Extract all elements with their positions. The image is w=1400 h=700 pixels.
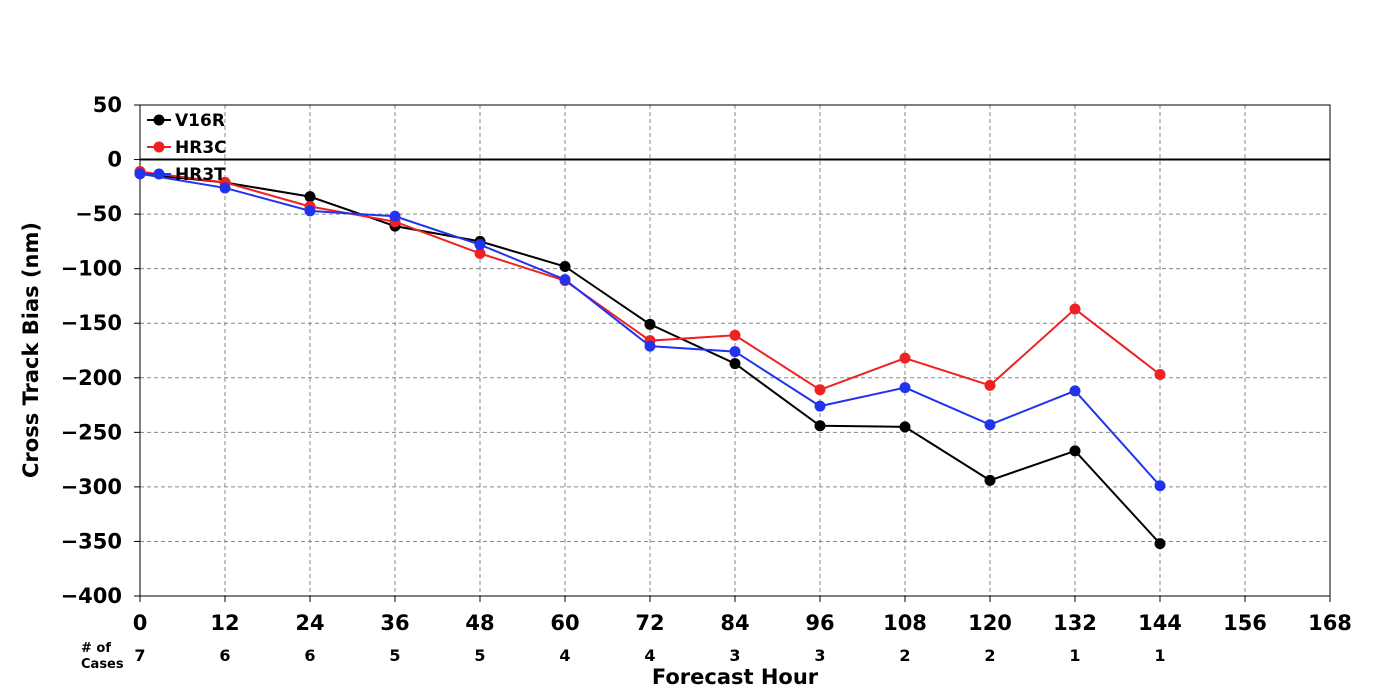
legend-marker-hr3t [153, 168, 165, 180]
cases-count: 2 [984, 646, 995, 665]
data-point-v16r [984, 474, 996, 486]
cases-count: 2 [899, 646, 910, 665]
y-tick-label: 50 [93, 93, 122, 117]
series-layer [134, 166, 1166, 550]
data-point-hr3c [729, 329, 741, 341]
cases-count: 6 [219, 646, 230, 665]
data-point-hr3c [1069, 303, 1081, 315]
cases-row: # of Cases 7 6 6 5 5 4 4 3 3 2 2 1 1 [81, 641, 1166, 672]
cases-count: 4 [644, 646, 655, 665]
x-tick-label: 48 [465, 611, 494, 635]
data-point-v16r [1069, 445, 1081, 457]
x-tick-label: 108 [883, 611, 927, 635]
cases-count: 7 [134, 646, 145, 665]
cases-count: 4 [559, 646, 570, 665]
x-tick-label: 0 [133, 611, 148, 635]
cases-count: 1 [1154, 646, 1165, 665]
y-axis-title: Cross Track Bias (nm) [19, 222, 43, 478]
data-point-hr3t [814, 400, 826, 412]
cases-count: 5 [474, 646, 485, 665]
y-tick-label: −150 [61, 311, 122, 335]
cases-count: 3 [729, 646, 740, 665]
legend-marker-hr3c [153, 141, 165, 153]
x-axis-title: Forecast Hour [652, 665, 819, 689]
data-point-hr3t [389, 210, 401, 222]
legend-label-v16r: V16R [175, 111, 225, 131]
data-point-hr3t [219, 182, 231, 194]
data-point-hr3t [474, 239, 486, 251]
data-point-hr3c [899, 352, 911, 364]
data-point-hr3t [1154, 480, 1166, 492]
data-point-v16r [1154, 538, 1166, 550]
y-tick-label: −250 [61, 420, 122, 444]
cases-label-line1: # of [81, 641, 111, 656]
data-point-hr3t [1069, 385, 1081, 397]
x-tick-label: 168 [1308, 611, 1352, 635]
x-tick-label: 36 [380, 611, 409, 635]
legend-label-hr3t: HR3T [175, 165, 226, 185]
data-point-v16r [899, 421, 911, 433]
data-point-hr3t [644, 340, 656, 352]
y-tick-label: −350 [61, 529, 122, 553]
data-point-hr3t [134, 168, 146, 180]
data-point-hr3c [474, 247, 486, 259]
x-tick-label: 120 [968, 611, 1012, 635]
x-tick-label: 24 [295, 611, 324, 635]
data-point-hr3t [559, 274, 571, 286]
data-point-hr3t [304, 205, 316, 217]
data-point-hr3c [984, 379, 996, 391]
legend-marker-v16r [153, 114, 165, 126]
y-tick-labels: 50 0 −50 −100 −150 −200 −250 −300 −350 −400 [61, 93, 140, 608]
x-tick-label: 132 [1053, 611, 1097, 635]
x-tick-label: 12 [210, 611, 239, 635]
data-point-v16r [644, 318, 656, 330]
x-tick-label: 84 [720, 611, 749, 635]
data-point-v16r [814, 420, 826, 432]
data-point-hr3t [984, 419, 996, 431]
data-point-v16r [559, 260, 571, 272]
x-tick-label: 96 [805, 611, 834, 635]
data-point-hr3t [729, 346, 741, 358]
cases-count: 5 [389, 646, 400, 665]
cases-count: 3 [814, 646, 825, 665]
cases-count: 6 [304, 646, 315, 665]
cases-count: 1 [1069, 646, 1080, 665]
legend: V16R HR3C HR3T [147, 111, 227, 185]
data-point-v16r [729, 358, 741, 370]
data-point-hr3c [814, 384, 826, 396]
x-tick-label: 60 [550, 611, 579, 635]
y-tick-label: −100 [61, 257, 122, 281]
data-point-hr3c [1154, 369, 1166, 381]
legend-label-hr3c: HR3C [175, 138, 227, 158]
cases-label-line2: Cases [81, 657, 124, 672]
y-tick-label: −50 [75, 202, 122, 226]
data-point-v16r [304, 191, 316, 203]
y-tick-label: −300 [61, 475, 122, 499]
x-tick-labels: 0 12 24 36 48 60 72 84 96 108 120 132 144 156 168 [133, 596, 1352, 635]
y-tick-label: −200 [61, 366, 122, 390]
x-tick-label: 72 [635, 611, 664, 635]
x-tick-label: 144 [1138, 611, 1182, 635]
x-tick-label: 156 [1223, 611, 1267, 635]
grid-lines [140, 105, 1330, 596]
y-tick-label: 0 [107, 148, 122, 172]
data-point-hr3t [899, 382, 911, 394]
y-tick-label: −400 [61, 584, 122, 608]
